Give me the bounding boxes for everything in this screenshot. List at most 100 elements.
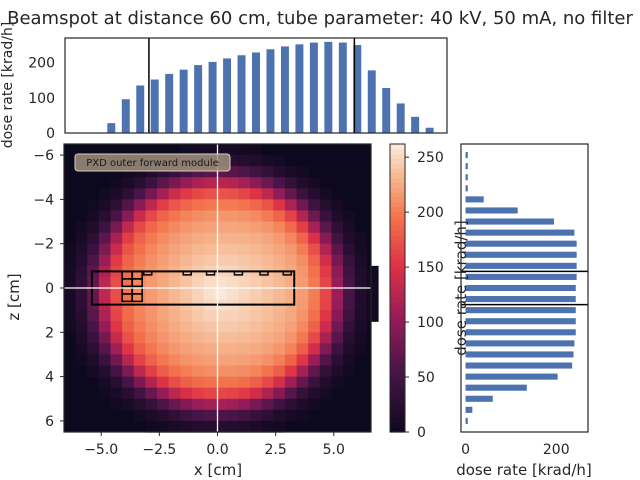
colorbar-segment — [390, 182, 405, 188]
heatmap-cell — [273, 243, 286, 256]
top-bar — [150, 79, 159, 133]
heatmap-cell — [273, 343, 286, 356]
heatmap-cell — [250, 398, 263, 411]
heatmap-cell — [133, 254, 147, 267]
heatmap-cell — [261, 243, 274, 256]
heatmap-cell — [296, 188, 309, 200]
heatmap-cell — [157, 398, 170, 411]
heatmap-cell — [354, 332, 367, 344]
heatmap-cell — [145, 321, 158, 333]
heatmap-cell — [87, 354, 100, 367]
heatmap-cell — [168, 232, 181, 245]
heatmap-cell — [296, 199, 309, 212]
heatmap-cell — [273, 409, 286, 422]
heatmap-cell — [226, 221, 240, 234]
heatmap-cell — [354, 243, 367, 256]
heatmap-cell — [238, 332, 251, 344]
heatmap-cell — [191, 365, 205, 378]
heatmap-cell — [215, 254, 228, 267]
colorbar-tick-label: 250 — [417, 150, 444, 166]
module-switcher-block — [131, 293, 143, 303]
heatmap-cell — [261, 420, 274, 433]
side-bar — [465, 284, 576, 292]
heatmap-cell — [133, 221, 147, 234]
heatmap-cell — [180, 354, 193, 367]
side-y-axis-label: dose rate [krad/h] — [452, 220, 470, 356]
heatmap-cell — [203, 177, 216, 189]
top-bar — [237, 55, 246, 134]
heatmap-cell — [215, 365, 228, 378]
heatmap-x-tick-label: 0.0 — [206, 442, 228, 458]
top-bar — [179, 69, 188, 133]
heatmap-cell — [133, 188, 147, 200]
heatmap-cell — [191, 144, 205, 156]
heatmap-cell — [273, 188, 286, 200]
heatmap-cell — [64, 254, 77, 267]
heatmap-cell — [226, 354, 240, 367]
heatmap-cell — [191, 166, 205, 178]
side-bar — [465, 351, 574, 358]
heatmap-cell — [273, 155, 286, 167]
heatmap-cell — [319, 232, 333, 245]
heatmap-cell — [319, 210, 333, 223]
heatmap-cell — [157, 199, 170, 212]
heatmap-cell — [203, 188, 216, 200]
heatmap-cell — [319, 188, 333, 200]
heatmap-cell — [261, 321, 274, 333]
heatmap-cell — [180, 376, 193, 389]
side-bar — [465, 251, 577, 258]
module-asic — [142, 270, 153, 276]
top-bar — [136, 85, 145, 133]
heatmap-cell — [145, 243, 158, 256]
heatmap-cell — [296, 288, 309, 300]
heatmap-cell — [215, 232, 228, 245]
heatmap-cell — [343, 365, 356, 378]
colorbar-segment — [390, 288, 405, 294]
top-bar — [411, 116, 420, 133]
heatmap-cell — [343, 332, 356, 344]
heatmap-cell — [226, 210, 240, 223]
heatmap-cell — [168, 332, 181, 344]
heatmap-cell — [215, 387, 228, 400]
colorbar-segment — [390, 417, 405, 423]
heatmap-cell — [273, 166, 286, 178]
top-bar — [208, 61, 217, 133]
heatmap-cell — [250, 199, 263, 212]
heatmap-cell — [343, 310, 356, 322]
colorbar-segment — [390, 331, 405, 337]
heatmap-cell — [296, 232, 309, 245]
colorbar-segment — [390, 283, 405, 289]
heatmap-cell — [203, 144, 216, 156]
heatmap-cell — [203, 310, 216, 322]
heatmap-cell — [261, 210, 274, 223]
top-bar — [165, 73, 174, 133]
heatmap-cell — [157, 321, 170, 333]
heatmap-cell — [157, 243, 170, 256]
heatmap-cell — [180, 387, 193, 400]
side-bar — [465, 307, 576, 314]
heatmap-cell — [110, 177, 123, 189]
side-x-axis-label: dose rate [krad/h] — [456, 461, 592, 479]
colorbar-segment — [390, 163, 405, 169]
heatmap-cell — [250, 166, 263, 178]
heatmap-cell — [250, 343, 263, 356]
heatmap-cell — [308, 276, 321, 289]
top-y-tick-label: 0 — [46, 126, 55, 142]
heatmap-cell — [110, 188, 123, 200]
heatmap-cell — [168, 243, 181, 256]
heatmap-cell — [284, 398, 298, 411]
heatmap-cell — [87, 288, 100, 300]
heatmap-cell — [261, 232, 274, 245]
heatmap-cell — [191, 199, 205, 212]
annotation-box — [74, 153, 231, 172]
heatmap-cell — [226, 232, 240, 245]
heatmap-cell — [319, 276, 333, 289]
heatmap-cell — [203, 387, 216, 400]
heatmap-cell — [343, 321, 356, 333]
side-bar — [465, 329, 576, 336]
heatmap-cell — [238, 243, 251, 256]
heatmap-cell — [273, 332, 286, 344]
heatmap-cell — [284, 310, 298, 322]
heatmap-cell — [284, 365, 298, 378]
